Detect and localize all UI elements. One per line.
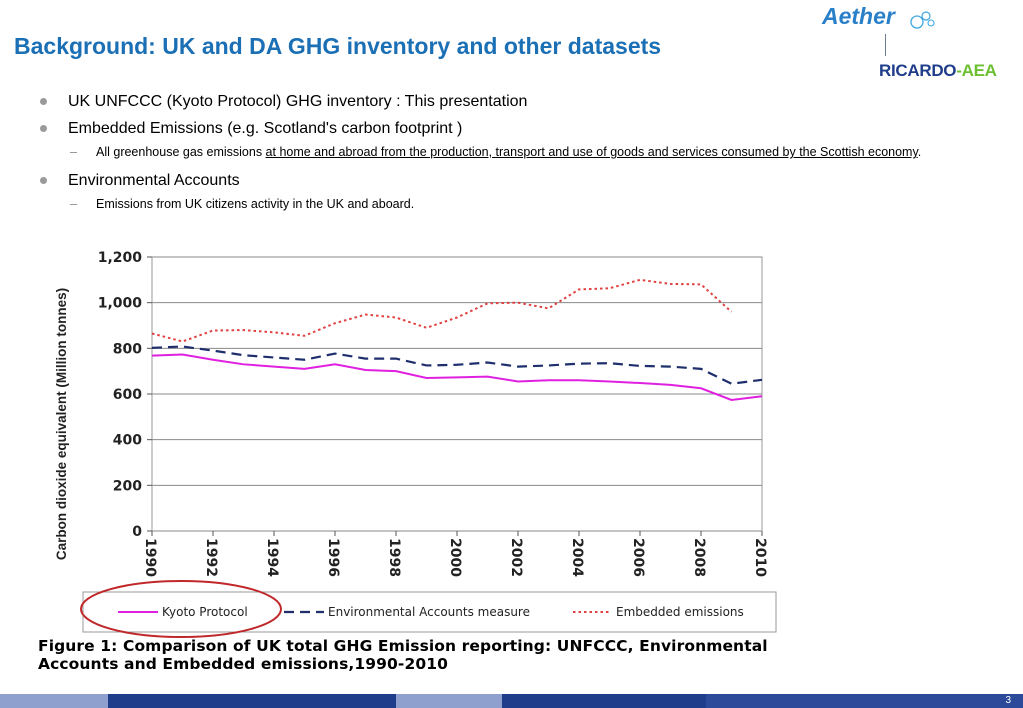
caption-line-2: Accounts and Embedded emissions,1990-201… — [38, 655, 448, 673]
y-tick-label: 200 — [113, 478, 142, 494]
footer-segment — [706, 694, 1023, 708]
y-tick-label: 1,200 — [98, 250, 143, 266]
y-tick-label: 0 — [132, 524, 142, 540]
sub-bullet-text: Emissions from UK citizens activity in t… — [96, 197, 415, 211]
x-tick-label: 1990 — [142, 538, 158, 577]
x-tick-label: 1994 — [264, 538, 280, 577]
aea-text: AEA — [961, 61, 997, 80]
bullet-text: Embedded Emissions (e.g. Scotland's carb… — [68, 120, 463, 137]
sub-bullet-dash-icon: – — [70, 145, 77, 159]
y-tick-label: 1,000 — [98, 296, 143, 312]
sub-bullet-dash-icon: – — [70, 197, 77, 211]
y-tick-label: 400 — [113, 433, 142, 449]
legend-label: Embedded emissions — [616, 605, 744, 619]
legend-label: Environmental Accounts measure — [328, 605, 530, 619]
x-tick-label: 2008 — [691, 538, 707, 577]
logo-divider — [885, 34, 886, 56]
footer-bar — [0, 694, 1023, 708]
logo-dash: - — [956, 61, 962, 80]
bullet-item: Environmental Accounts — [38, 171, 998, 190]
x-tick-label: 1998 — [386, 538, 402, 577]
sub-bullet-item: – All greenhouse gas emissions at home a… — [38, 144, 998, 161]
ricardo-text: RICARDO — [879, 61, 957, 80]
bullet-dot-icon — [40, 177, 47, 184]
bullet-dot-icon — [40, 125, 47, 132]
series-line — [151, 278, 733, 343]
bullet-text: Environmental Accounts — [68, 172, 240, 189]
x-tick-label: 2004 — [569, 538, 585, 577]
footer-segment — [502, 694, 706, 708]
x-tick-label: 2000 — [447, 538, 463, 577]
highlight-ellipse — [80, 580, 282, 638]
y-axis-label: Carbon dioxide equivalent (Million tonne… — [54, 288, 69, 560]
y-tick-label: 600 — [113, 387, 142, 403]
bullet-text: UK UNFCCC (Kyoto Protocol) GHG inventory… — [68, 93, 528, 110]
footer-segment — [396, 694, 502, 708]
sub-bullet-suffix: . — [917, 145, 922, 159]
sub-bullet-link[interactable]: at home and abroad from the production, … — [265, 145, 918, 159]
footer-segment — [108, 694, 396, 708]
page-number: 3 — [1005, 695, 1011, 706]
x-tick-label: 1996 — [325, 538, 341, 577]
ricardo-aea-logo: RICARDO-AEA — [879, 61, 997, 81]
bullet-dot-icon — [40, 98, 47, 105]
sub-bullet-prefix: All greenhouse gas emissions — [96, 145, 266, 159]
legend-label: Kyoto Protocol — [162, 605, 248, 619]
bullet-item: Embedded Emissions (e.g. Scotland's carb… — [38, 119, 998, 138]
x-tick-label: 1992 — [203, 538, 219, 577]
sub-bullet-item: – Emissions from UK citizens activity in… — [38, 196, 998, 213]
series-line — [151, 345, 763, 385]
y-tick-label: 800 — [113, 341, 142, 357]
figure-caption: Figure 1: Comparison of UK total GHG Emi… — [38, 637, 768, 673]
footer-segment — [0, 694, 108, 708]
x-tick-label: 2002 — [508, 538, 524, 577]
bullet-item: UK UNFCCC (Kyoto Protocol) GHG inventory… — [38, 92, 998, 111]
caption-line-1: Figure 1: Comparison of UK total GHG Emi… — [38, 637, 768, 655]
x-tick-label: 2006 — [630, 538, 646, 577]
x-tick-label: 2010 — [752, 538, 768, 577]
legend-box — [82, 591, 777, 633]
aether-circles-icon — [910, 11, 935, 29]
page-title: Background: UK and DA GHG inventory and … — [14, 33, 662, 59]
bullet-list: UK UNFCCC (Kyoto Protocol) GHG inventory… — [38, 92, 998, 223]
series-line — [151, 353, 763, 401]
aether-logo: Aether — [822, 3, 895, 29]
